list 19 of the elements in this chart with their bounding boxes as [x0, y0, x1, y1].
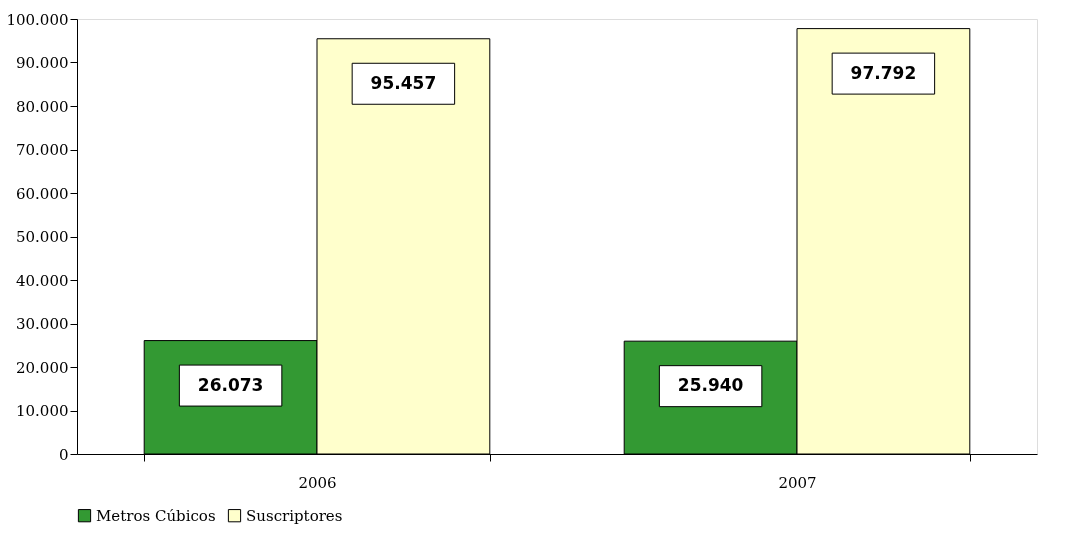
y-tick-label: 50.000: [16, 228, 69, 246]
data-label: 95.457: [370, 72, 437, 93]
y-tick-label: 90.000: [16, 54, 69, 72]
y-tick-label: 60.000: [16, 184, 69, 203]
y-tick-label: 0: [58, 445, 69, 464]
legend-label: Suscriptores: [246, 506, 343, 525]
y-tick-label: 100.000: [6, 10, 69, 29]
y-tick-label: 70.000: [16, 141, 69, 159]
data-label: 97.792: [850, 62, 917, 83]
data-label: 26.073: [197, 374, 264, 395]
y-tick-label: 40.000: [16, 271, 69, 290]
y-tick-label: 30.000: [16, 315, 69, 333]
y-tick-label: 10.000: [16, 402, 69, 420]
legend-label: Metros Cúbicos: [96, 506, 216, 525]
y-tick-label: 20.000: [16, 358, 69, 377]
data-label: 25.940: [677, 375, 744, 396]
y-tick-label: 80.000: [16, 97, 69, 116]
x-tick-label: 2006: [298, 473, 337, 492]
x-tick-label: 2007: [778, 473, 817, 492]
